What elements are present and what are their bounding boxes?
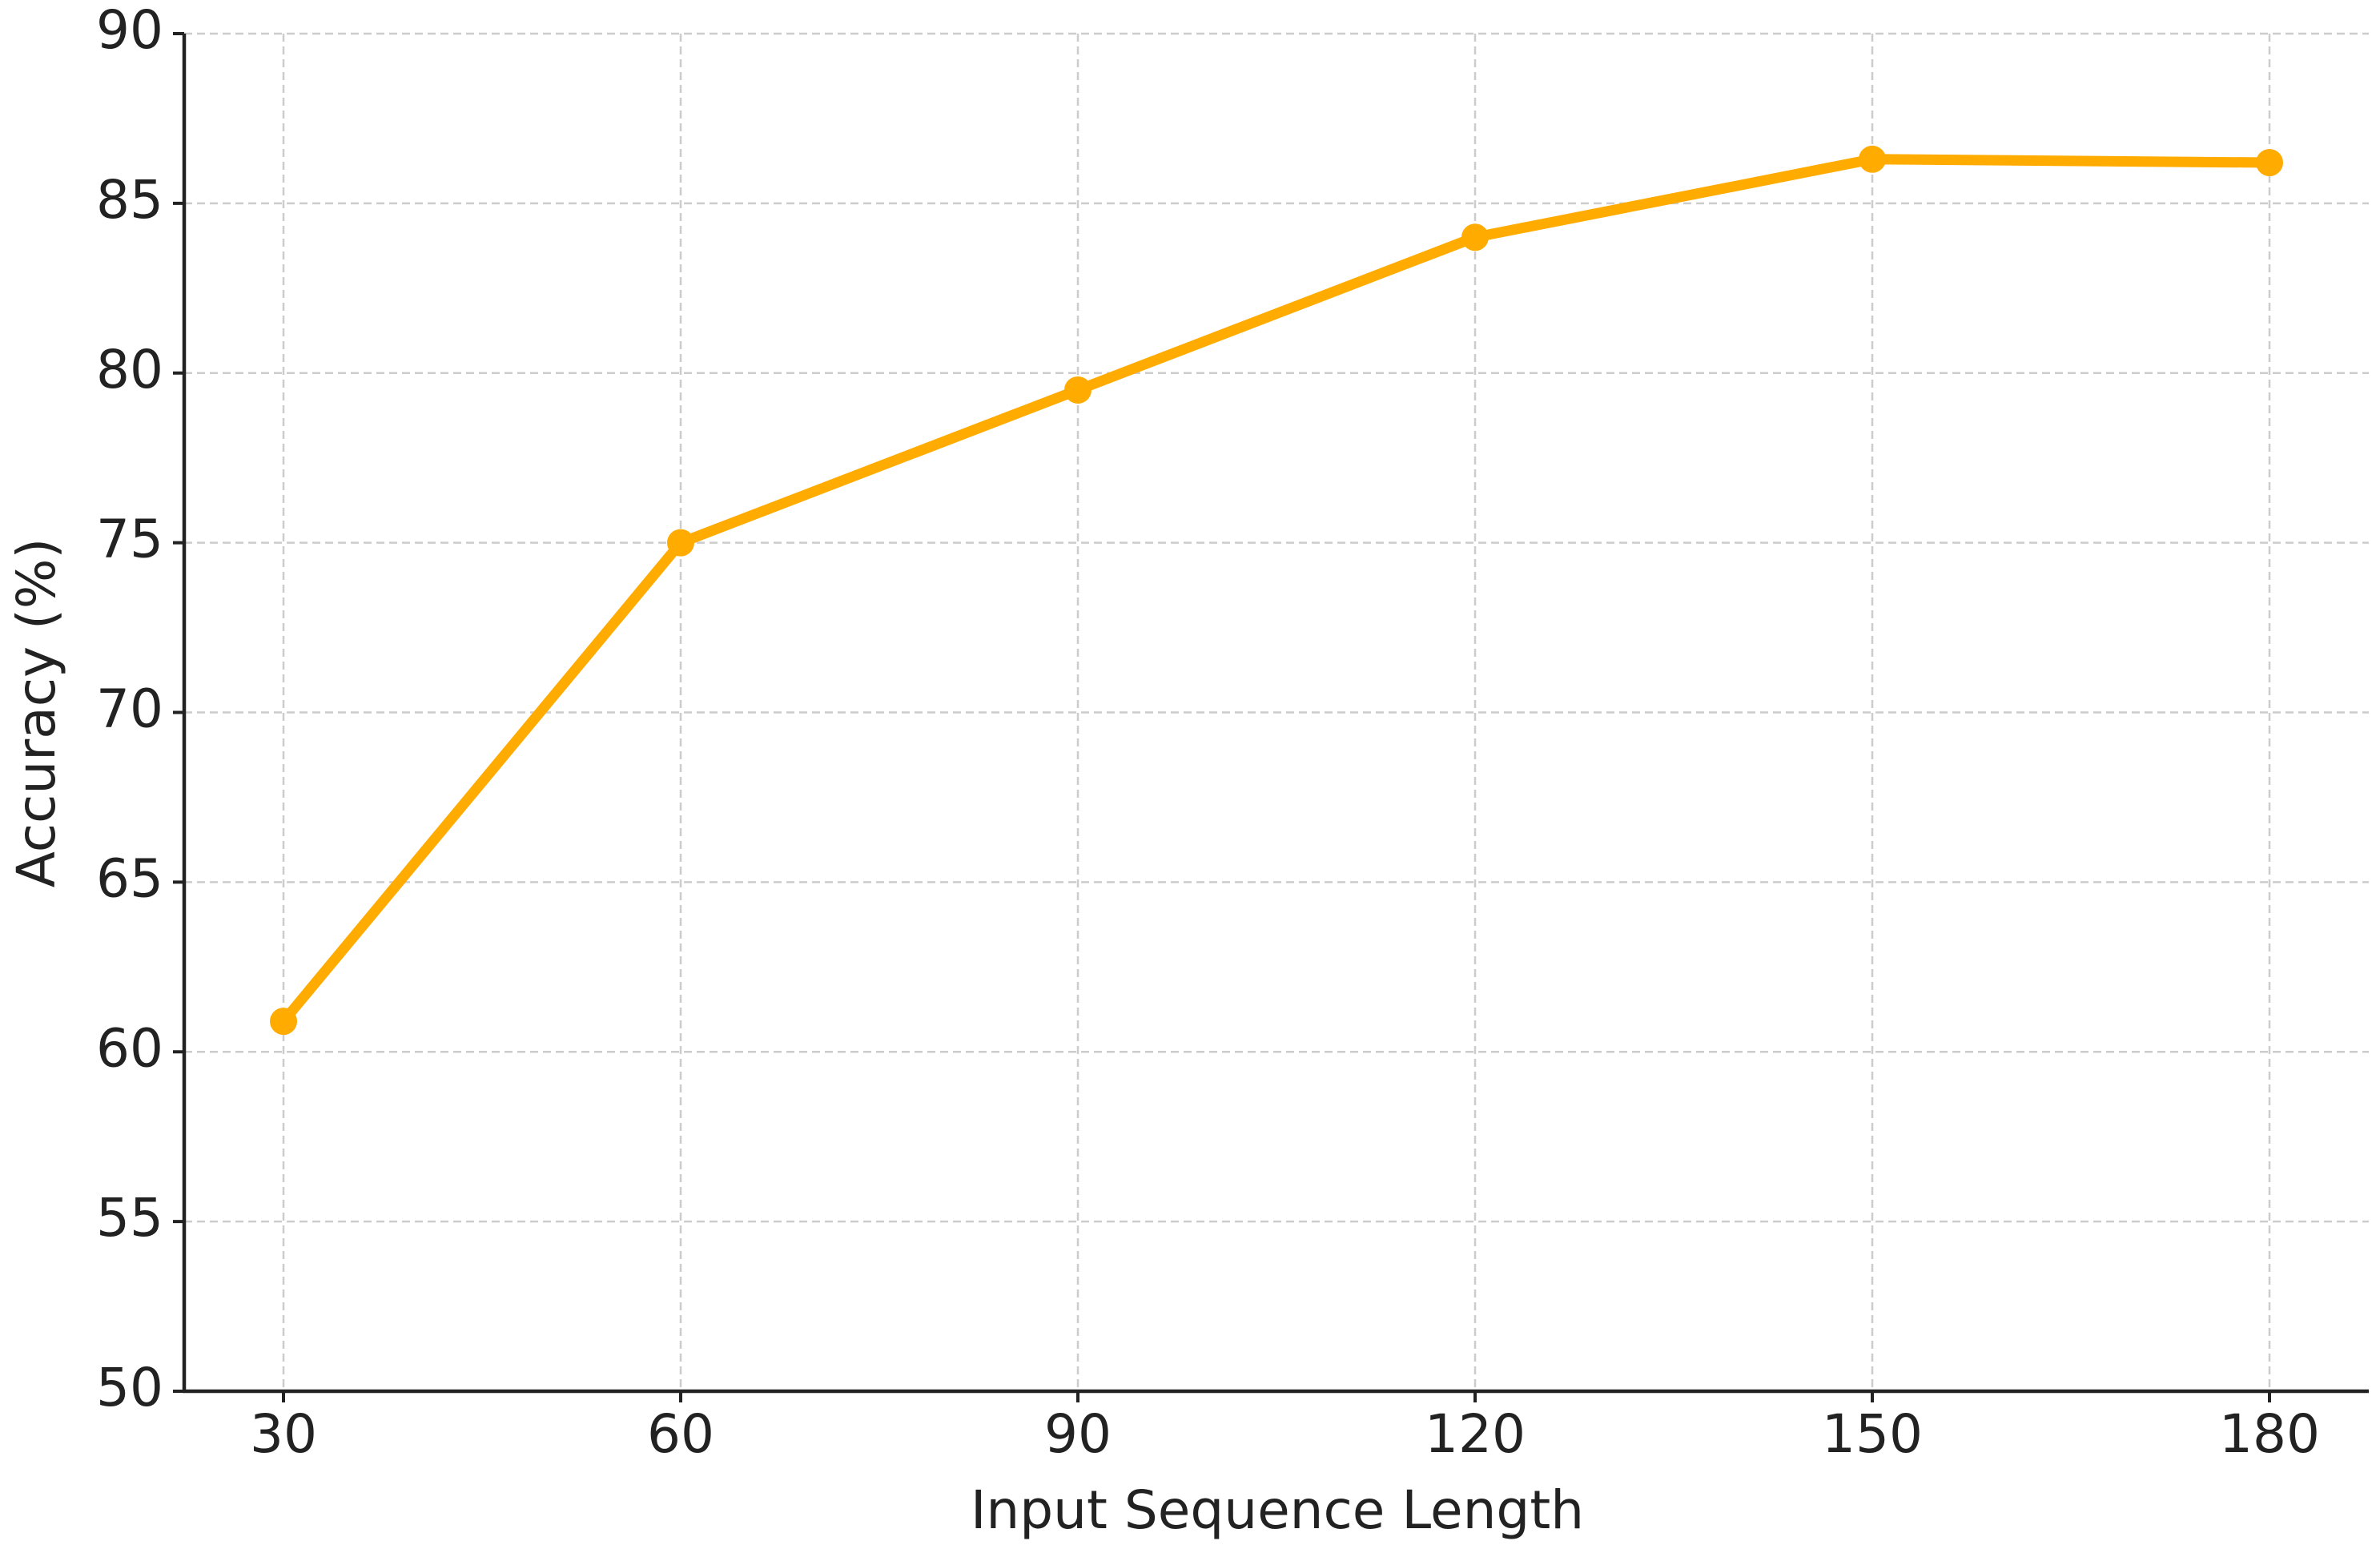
data-point [1461, 223, 1489, 251]
x-tick-label: 150 [1822, 1403, 1923, 1465]
data-line [278, 154, 2275, 1027]
x-tick-label: 120 [1425, 1403, 1526, 1465]
y-axis-label: Accuracy (%) [6, 538, 67, 888]
y-tick-label: 60 [96, 1017, 163, 1079]
y-tick-label: 90 [96, 0, 163, 61]
data-point [1064, 376, 1092, 404]
x-tick-label: 60 [647, 1403, 714, 1465]
x-tick-label: 180 [2219, 1403, 2320, 1465]
x-tick-label: 90 [1044, 1403, 1112, 1465]
x-axis-label: Input Sequence Length [971, 1479, 1584, 1541]
x-tick-label: 30 [250, 1403, 317, 1465]
data-point [1859, 145, 1886, 173]
y-tick-label: 65 [96, 847, 163, 909]
data-point [270, 1008, 297, 1036]
y-tick-label: 50 [96, 1357, 163, 1418]
y-tick-label: 75 [96, 509, 163, 570]
y-tick-label: 80 [96, 339, 163, 400]
y-tick-label: 55 [96, 1187, 163, 1249]
data-point [667, 529, 694, 557]
y-tick-label: 85 [96, 169, 163, 231]
data-point [2256, 149, 2283, 177]
y-tick-label: 70 [96, 678, 163, 740]
